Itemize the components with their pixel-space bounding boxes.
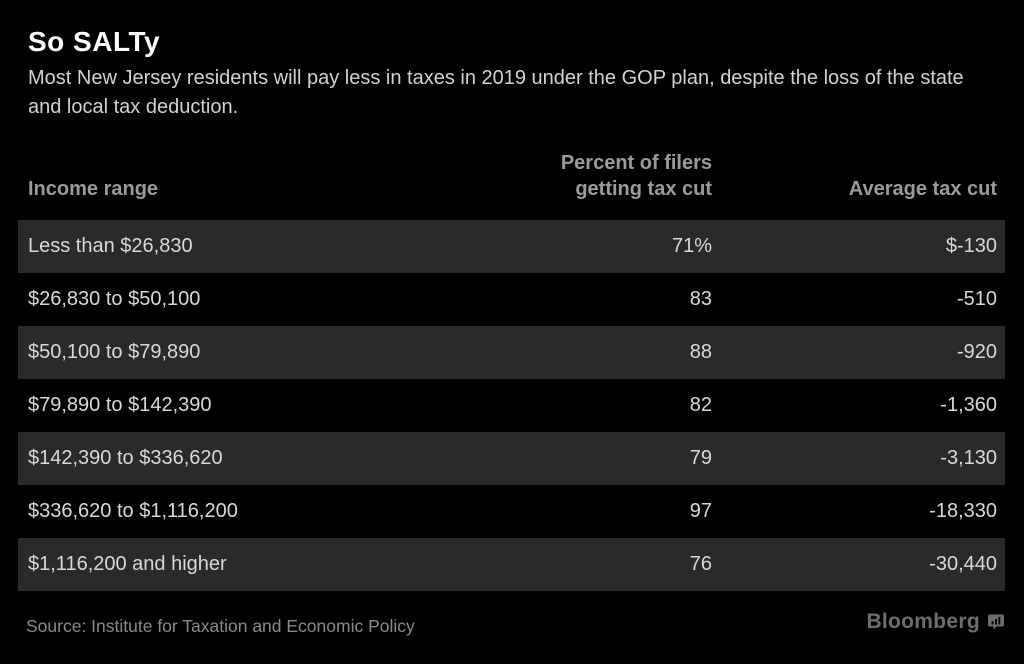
table-row: $50,100 to $79,890 88 -920: [18, 326, 1005, 379]
average-tax-cut-cell: -510: [956, 288, 997, 310]
column-header-percent-filers: Percent of filers getting tax cut: [522, 150, 712, 202]
average-tax-cut-cell: -1,360: [940, 394, 997, 416]
percent-filers-cell: 76: [689, 553, 712, 575]
income-range-cell: $142,390 to $336,620: [28, 447, 223, 469]
average-tax-cut-cell: -920: [956, 341, 997, 363]
percent-filers-cell: 82: [689, 394, 712, 416]
percent-filers-cell: 97: [689, 500, 712, 522]
income-range-cell: Less than $26,830: [28, 235, 193, 257]
income-range-cell: $336,620 to $1,116,200: [28, 500, 238, 522]
average-tax-cut-cell: $-130: [945, 235, 997, 257]
table-row: $26,830 to $50,100 83 -510: [18, 273, 1005, 326]
bloomberg-wordmark: Bloomberg: [866, 610, 980, 633]
table-header-row: Income range Percent of filers getting t…: [18, 148, 1005, 208]
income-range-cell: $1,116,200 and higher: [28, 553, 227, 575]
table-row: $142,390 to $336,620 79 -3,130: [18, 432, 1005, 485]
percent-filers-cell: 79: [689, 447, 712, 469]
percent-filers-cell: 88: [689, 341, 712, 363]
income-range-cell: $26,830 to $50,100: [28, 288, 201, 310]
income-range-cell: $79,890 to $142,390: [28, 394, 212, 416]
column-header-percent-line1: Percent of filers: [560, 152, 712, 174]
bloomberg-chart-bubble-icon: [987, 613, 1005, 631]
average-tax-cut-cell: -3,130: [940, 447, 997, 469]
income-range-cell: $50,100 to $79,890: [28, 341, 201, 363]
chart-subtitle: Most New Jersey residents will pay less …: [28, 67, 964, 118]
bloomberg-logo: Bloomberg: [866, 610, 1005, 634]
column-header-average-tax-cut: Average tax cut: [848, 178, 997, 200]
percent-filers-cell: 71%: [671, 235, 712, 257]
source-attribution: Source: Institute for Taxation and Econo…: [26, 616, 415, 636]
table-body: Less than $26,830 71% $-130 $26,830 to $50,…: [18, 220, 1005, 591]
average-tax-cut-cell: -30,440: [929, 553, 997, 575]
page-title: So SALTy: [28, 26, 161, 57]
table-row: $1,116,200 and higher 76 -30,440: [18, 538, 1005, 591]
table-row: Less than $26,830 71% $-130: [18, 220, 1005, 273]
table-row: $336,620 to $1,116,200 97 -18,330: [18, 485, 1005, 538]
column-header-percent-line2: getting tax cut: [575, 178, 712, 200]
table-row: $79,890 to $142,390 82 -1,360: [18, 379, 1005, 432]
average-tax-cut-cell: -18,330: [929, 500, 997, 522]
column-header-income-range: Income range: [28, 178, 159, 200]
percent-filers-cell: 83: [689, 288, 712, 310]
